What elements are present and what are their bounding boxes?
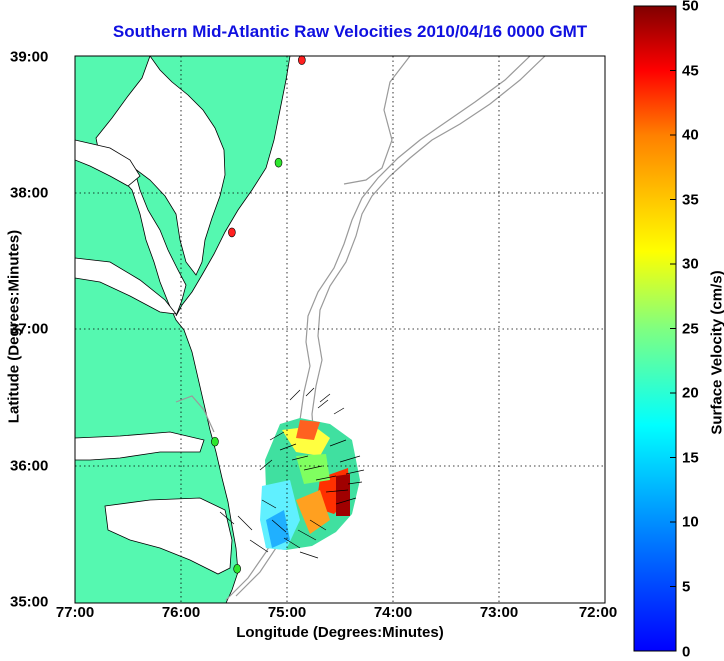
radar-station-marker: [211, 437, 218, 446]
colorbar-label: Surface Velocity (cm/s): [709, 203, 724, 503]
y-axis-label: Latitude (Degrees:Minutes): [6, 197, 23, 457]
colorbar-tick-label: 35: [682, 192, 699, 209]
x-tick-label: 72:00: [579, 604, 617, 621]
colorbar-tick-label: 50: [682, 0, 699, 15]
colorbar-tick-label: 5: [682, 579, 690, 596]
colorbar-tick-label: 15: [682, 450, 699, 467]
colorbar-tick-label: 25: [682, 321, 699, 338]
colorbar-tick-label: 40: [682, 127, 699, 144]
x-axis-label: Longitude (Degrees:Minutes): [210, 624, 470, 641]
y-tick-label: 35:00: [10, 594, 48, 611]
y-tick-label: 36:00: [10, 458, 48, 475]
colorbar-tick-label: 30: [682, 256, 699, 273]
x-tick-label: 75:00: [268, 604, 306, 621]
radar-station-marker: [228, 228, 235, 237]
x-tick-label: 77:00: [56, 604, 94, 621]
colorbar: [634, 6, 676, 651]
x-tick-label: 76:00: [162, 604, 200, 621]
colorbar-tick-label: 20: [682, 385, 699, 402]
x-tick-label: 74:00: [374, 604, 412, 621]
x-tick-label: 73:00: [480, 604, 518, 621]
radar-station-marker: [298, 56, 305, 65]
colorbar-tick-label: 45: [682, 63, 699, 80]
colorbar-tick-label: 0: [682, 644, 690, 661]
y-tick-label: 39:00: [10, 49, 48, 66]
colorbar-tick-label: 10: [682, 514, 699, 531]
radar-station-marker: [234, 564, 241, 573]
radar-station-marker: [275, 158, 282, 167]
